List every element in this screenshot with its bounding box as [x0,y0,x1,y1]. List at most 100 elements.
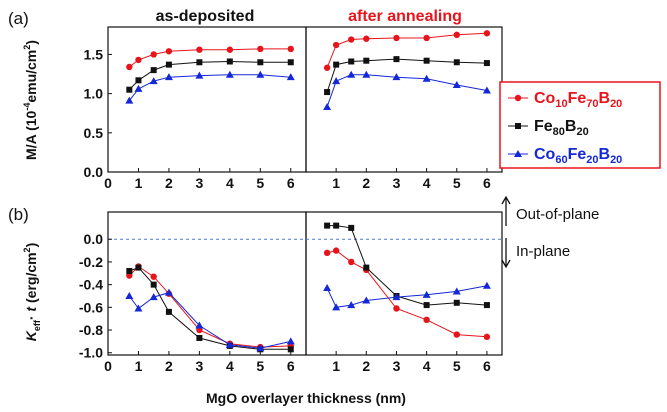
data-point-Co60Fe20B20 [225,340,234,348]
y-tick-label: 1.5 [84,46,104,62]
x-tick-label: 3 [195,358,203,374]
data-point-Co10Fe70B20 [165,48,173,55]
x-tick-label: 2 [165,358,173,374]
x-tick-label: 3 [393,358,401,374]
up-arrowhead-icon [501,195,511,205]
y-tick-label: -0.8 [79,322,103,338]
data-point-Co60Fe20B20 [362,70,371,78]
data-point-Fe80B20 [135,77,142,84]
x-tick-label: 1 [135,175,143,191]
y-tick-label: 1.0 [84,86,104,102]
annotation-in-plane: In-plane [501,238,570,269]
series-line-Co60Fe20B20 [128,74,291,102]
data-point-Fe80B20 [226,58,233,65]
data-point-Co60Fe20B20 [452,287,461,295]
data-point-Co60Fe20B20 [134,304,143,312]
data-point-Co10Fe70B20 [196,46,203,53]
data-point-Co10Fe70B20 [257,45,264,53]
out-of-plane-label: Out-of-plane [516,206,599,223]
data-point-Co10Fe70B20 [393,34,400,42]
data-point-Co60Fe20B20 [392,73,401,81]
series-line-Fe80B20 [327,225,487,306]
x-tick-label: 6 [287,175,295,191]
x-tick-label: 6 [483,358,491,374]
data-point-Fe80B20 [324,222,331,229]
data-point-Co60Fe20B20 [125,96,134,104]
panel-label-a: (a) [8,9,29,28]
data-point-Fe80B20 [324,89,331,96]
legend-marker [514,150,522,157]
data-point-Fe80B20 [483,302,490,309]
xlabel: MgO overlayer thickness (nm) [206,390,406,406]
x-tick-label: 6 [287,358,295,374]
data-point-Co10Fe70B20 [287,45,294,53]
data-point-Fe80B20 [287,59,294,66]
y-tick-label: 0.5 [84,125,104,141]
legend-marker [515,123,521,129]
data-point-Fe80B20 [165,308,172,315]
data-point-Fe80B20 [333,61,340,68]
data-point-Co60Fe20B20 [164,73,173,81]
data-point-Fe80B20 [287,346,294,353]
data-point-Co10Fe70B20 [323,64,331,71]
x-tick-label: 0 [104,358,112,374]
data-point-Co10Fe70B20 [393,305,400,312]
x-tick-label: 1 [332,175,340,191]
series-line-Co60Fe20B20 [326,74,487,108]
x-tick-label: 5 [256,175,264,191]
annotation-out-of-plane: Out-of-plane [501,195,599,226]
y-tick-label: -1.0 [79,345,103,361]
series-line-Co60Fe20B20 [128,292,291,349]
data-point-Co60Fe20B20 [482,281,491,289]
data-point-Co60Fe20B20 [482,86,491,94]
data-point-Fe80B20 [126,268,133,275]
data-point-Co10Fe70B20 [423,316,430,324]
data-point-Co60Fe20B20 [323,284,332,292]
x-tick-label: 5 [453,175,461,191]
panel-b-right: 1 2 3 4 5 6 [305,211,503,374]
data-point-Fe80B20 [257,59,264,66]
y-tick-label: -0.2 [79,254,103,270]
data-point-Co10Fe70B20 [332,41,340,49]
data-point-Fe80B20 [126,86,133,93]
data-point-Co10Fe70B20 [150,51,157,58]
data-point-Co10Fe70B20 [348,36,355,43]
axes-frame [305,211,503,356]
x-tick-label: 4 [423,358,431,374]
data-point-Fe80B20 [423,57,430,64]
data-point-Fe80B20 [150,281,157,288]
data-point-Co60Fe20B20 [149,293,158,301]
data-point-Co10Fe70B20 [323,249,331,257]
data-point-Co60Fe20B20 [332,303,341,311]
data-point-Co10Fe70B20 [126,63,133,71]
data-point-Co10Fe70B20 [363,35,370,42]
legend-marker [514,94,522,102]
down-arrowhead-icon [501,259,511,269]
data-point-Co60Fe20B20 [362,296,371,304]
data-point-Fe80B20 [393,56,400,63]
x-tick-label: 3 [393,175,401,191]
data-point-Fe80B20 [348,58,355,65]
ylabel-bottom: Keff· t (erg/cm2) [22,243,42,342]
data-point-Co10Fe70B20 [453,31,460,39]
data-point-Co60Fe20B20 [286,73,295,81]
data-point-Co60Fe20B20 [332,77,341,85]
x-tick-label: 5 [256,358,264,374]
data-point-Fe80B20 [196,334,203,341]
x-tick-label: 2 [362,358,370,374]
data-point-Co10Fe70B20 [423,34,430,42]
x-tick-label: 1 [135,358,143,374]
data-point-Co10Fe70B20 [348,258,355,266]
legend-entry: Co10Fe70B20 [534,90,622,110]
data-point-Co60Fe20B20 [422,74,431,82]
data-point-Co60Fe20B20 [195,71,204,79]
y-tick-label: -0.6 [79,299,103,315]
x-tick-label: 5 [453,358,461,374]
data-point-Co60Fe20B20 [195,321,204,329]
data-point-Fe80B20 [453,299,460,306]
x-tick-label: 6 [483,175,491,191]
data-point-Fe80B20 [150,67,157,74]
data-point-Fe80B20 [363,57,370,64]
title-after-annealing: after annealing [348,8,462,25]
data-point-Co10Fe70B20 [150,273,157,280]
